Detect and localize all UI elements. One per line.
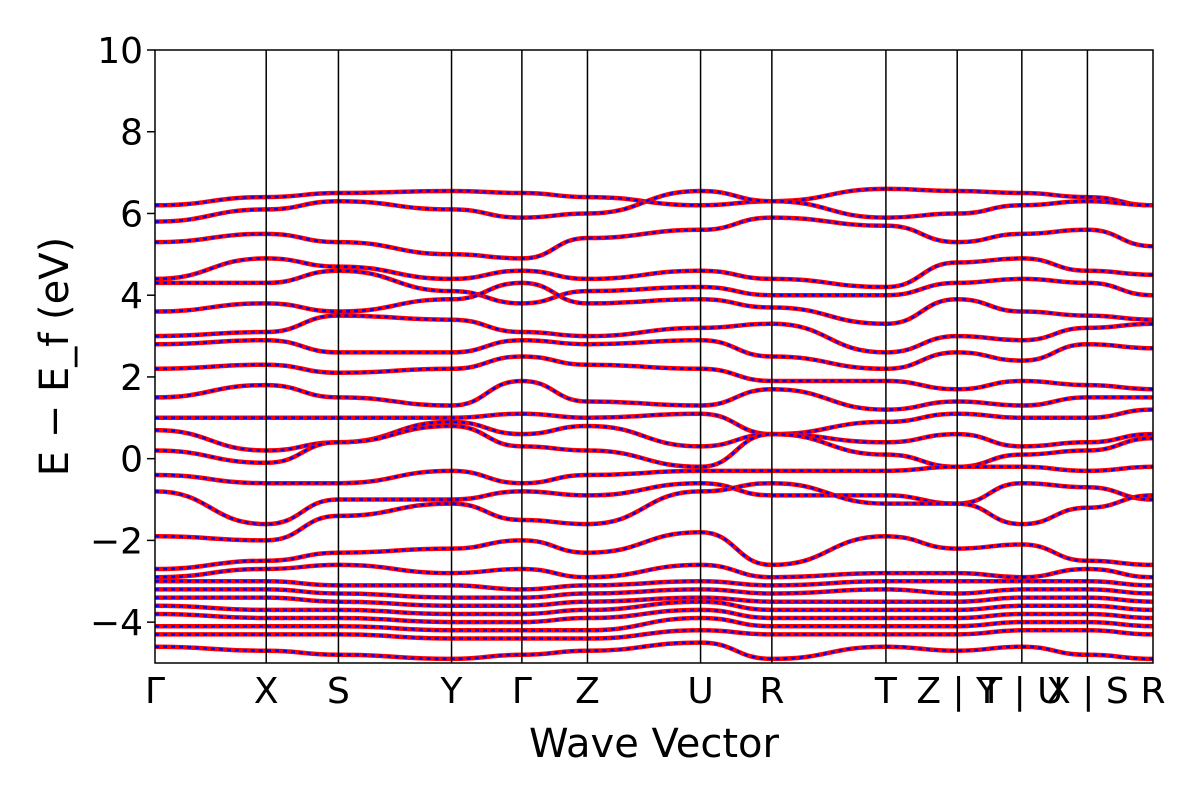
y-tick-label-3: 0	[120, 440, 143, 481]
band-dashed-20	[155, 588, 1153, 599]
band-solid-3	[155, 215, 1153, 261]
x-tick-label-2: X	[254, 671, 279, 712]
x-tick-labels: Γ X S Y Γ Z U R T Z | YT | UX | S R	[145, 671, 1166, 712]
y-axis-label: E − E_f (eV)	[32, 237, 78, 476]
band-dashed-15	[155, 481, 1153, 526]
x-tick-label-13: R	[1140, 671, 1165, 712]
x-tick-label-9: T	[874, 671, 898, 712]
bands-layer	[155, 186, 1153, 662]
band-solid-8	[155, 337, 1153, 372]
y-tick-label-5: 4	[120, 276, 143, 317]
y-tick-label-1: −4	[90, 603, 143, 644]
y-tick-label-7: 8	[120, 113, 143, 154]
band-solid-26	[155, 640, 1153, 662]
band-dashed-19	[155, 580, 1153, 591]
x-tick-label-7: U	[687, 671, 713, 712]
x-tick-label-1: Γ	[145, 671, 165, 712]
x-tick-label-4: Y	[440, 671, 464, 712]
x-tick-label-6: Z	[575, 671, 600, 712]
band-solid-11	[155, 407, 1153, 437]
band-solid-18	[155, 562, 1153, 580]
y-tick-label-2: −2	[90, 521, 143, 562]
x-tick-label-8: R	[759, 671, 784, 712]
plot-frame	[154, 49, 1154, 664]
x-tick-label-12: X | S	[1046, 671, 1129, 712]
y-ticks: −4 −2 0 2 4 6 8 10	[90, 31, 155, 644]
band-dashed-4	[155, 257, 1153, 289]
band-dashed-18	[155, 563, 1153, 579]
x-axis-label: Wave Vector	[529, 721, 780, 767]
band-dashed-13	[155, 424, 1153, 469]
band-dashed-8	[155, 338, 1153, 371]
band-dashed-10	[155, 379, 1153, 411]
x-tick-label-5: Γ	[512, 671, 532, 712]
band-dashed-16	[155, 481, 1153, 542]
band-dashed-21	[155, 596, 1153, 608]
band-dashed-24	[155, 616, 1153, 632]
x-tick-label-3: S	[327, 671, 350, 712]
band-solid-14	[155, 464, 1153, 486]
x-tick-label-11: T | U	[979, 671, 1063, 712]
band-dashed-17	[155, 530, 1153, 571]
y-tick-label-4: 2	[120, 358, 143, 399]
y-tick-label-8: 10	[97, 31, 143, 72]
band-dashed-14	[155, 465, 1153, 485]
y-tick-label-6: 6	[120, 194, 143, 235]
x-tick-label-10: Z | Y	[916, 671, 999, 712]
kpoint-lines-layer	[265, 50, 1089, 663]
